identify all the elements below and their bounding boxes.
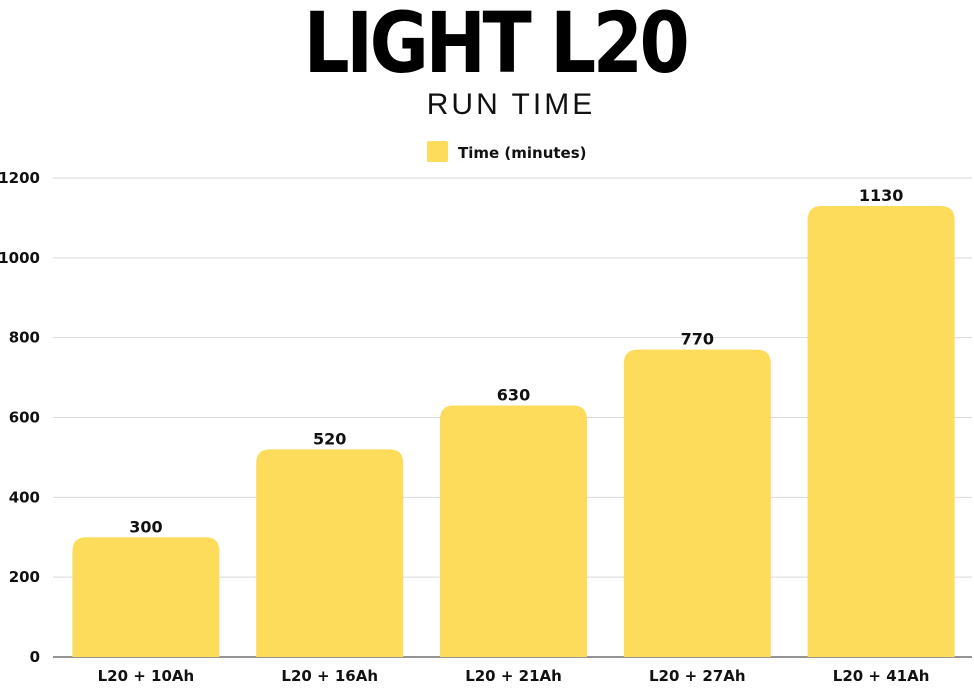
bar (256, 449, 404, 657)
data-label: 630 (497, 386, 530, 405)
data-labels: 300 520 630 770 1130 (129, 186, 903, 536)
chart-subtitle: RUN TIME (426, 88, 596, 121)
x-axis-ticks: L20 + 10Ah L20 + 16Ah L20 + 21Ah L20 + 27Ah… (98, 667, 930, 685)
y-tick-label: 0 (30, 648, 40, 666)
x-tick-label: L20 + 16Ah (281, 667, 378, 685)
x-tick-label: L20 + 27Ah (649, 667, 746, 685)
bar (440, 405, 587, 657)
y-tick-label: 800 (9, 329, 40, 347)
data-label: 520 (313, 429, 346, 448)
data-label: 1130 (859, 186, 904, 205)
chart-title: LIGHT L20 (303, 0, 690, 92)
legend-swatch (427, 141, 448, 162)
bars (72, 205, 955, 658)
y-axis-ticks: 0 200 400 600 800 1000 1200 (0, 169, 40, 666)
y-tick-label: 200 (9, 568, 40, 586)
x-tick-label: L20 + 41Ah (833, 667, 930, 685)
legend-label: Time (minutes) (458, 144, 587, 162)
data-label: 300 (129, 517, 162, 536)
x-tick-label: L20 + 10Ah (98, 667, 195, 685)
y-tick-label: 1200 (0, 169, 40, 187)
y-tick-label: 400 (9, 488, 40, 506)
y-tick-label: 1000 (0, 249, 40, 267)
y-tick-label: 600 (9, 409, 40, 427)
legend: Time (minutes) (427, 141, 587, 162)
data-label: 770 (681, 330, 714, 349)
bar (807, 205, 955, 658)
bar (623, 349, 771, 657)
x-tick-label: L20 + 21Ah (465, 667, 562, 685)
bar (72, 537, 220, 657)
